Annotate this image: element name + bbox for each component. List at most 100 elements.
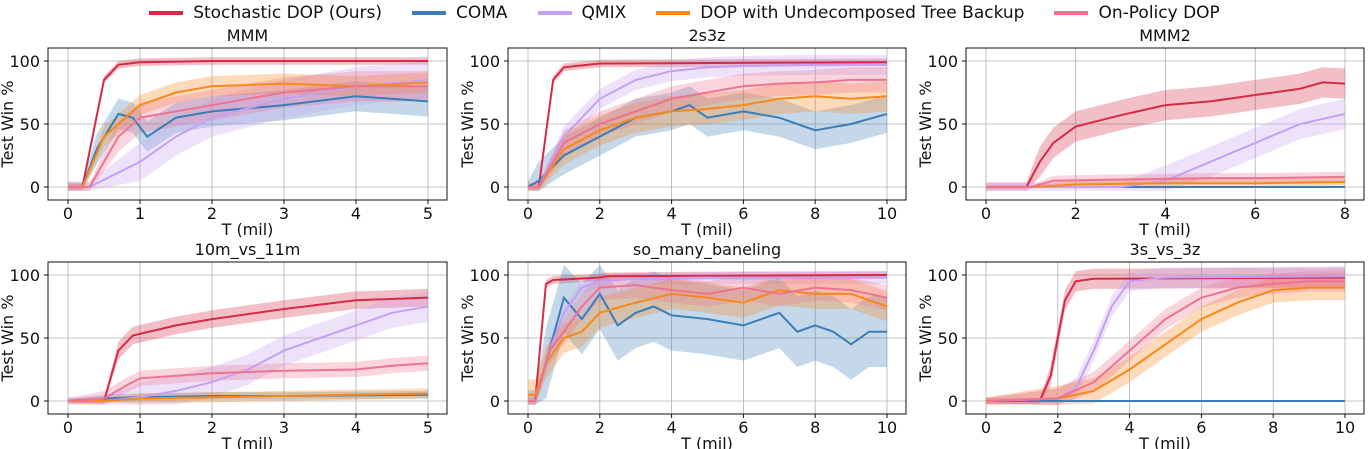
- series-band-COMA: [528, 86, 887, 191]
- axes-frame: [47, 47, 448, 201]
- x-tick-label: 4: [1160, 204, 1170, 223]
- legend-swatch: [411, 11, 446, 15]
- x-tick-label: 0: [63, 204, 73, 223]
- series-band-COMA: [68, 81, 428, 191]
- y-axis-label: Test Win %: [916, 81, 935, 169]
- subplot-title: 10m_vs_11m: [195, 240, 301, 260]
- series-group: [67, 288, 429, 405]
- series-line-COMA: [527, 103, 888, 188]
- legend-swatch: [656, 11, 691, 15]
- series-band-COMA: [528, 264, 887, 405]
- x-tick-label: 8: [810, 204, 820, 223]
- legend-item: Stochastic DOP (Ours): [149, 3, 382, 23]
- legend-item: QMIX: [537, 3, 627, 23]
- x-tick-label: 8: [1268, 418, 1278, 437]
- series-line-Stochastic DOP (Ours): [986, 81, 1346, 188]
- x-tick-label: 1: [135, 418, 145, 437]
- series-line-DOP with Undecomposed Tree Backup: [528, 95, 888, 188]
- subplot-title: 2s3z: [688, 26, 725, 45]
- y-tick-label: 0: [490, 392, 500, 411]
- series-line-QMIX: [68, 78, 429, 188]
- series-line-COMA: [528, 292, 887, 402]
- y-tick-label: 50: [20, 329, 40, 348]
- x-tick-label: 6: [738, 204, 748, 223]
- x-tick-label: 4: [351, 204, 361, 223]
- y-tick-label: 100: [469, 266, 500, 285]
- series-group: [527, 54, 888, 191]
- series-band-Stochastic DOP (Ours): [986, 67, 1345, 191]
- series-band-DOP with Undecomposed Tree Backup: [68, 72, 428, 191]
- y-axis-label: Test Win %: [458, 81, 477, 169]
- y-axis-label: Test Win %: [0, 295, 17, 383]
- axes-frame: [965, 261, 1365, 415]
- x-tick-label: 4: [667, 418, 677, 437]
- x-axis-label: T (mil): [1138, 434, 1191, 449]
- x-tick-label: 0: [981, 418, 991, 437]
- y-tick-label: 50: [20, 115, 40, 134]
- series-band-DOP with Undecomposed Tree Backup: [528, 81, 887, 191]
- legend-label: Stochastic DOP (Ours): [193, 3, 382, 23]
- x-tick-label: 4: [667, 204, 677, 223]
- y-tick-label: 100: [9, 52, 40, 71]
- subplot-title: MMM: [227, 26, 268, 45]
- y-tick-label: 100: [469, 52, 500, 71]
- series-line-COMA: [68, 95, 429, 188]
- x-tick-label: 4: [1125, 418, 1135, 437]
- x-tick-label: 3: [279, 204, 289, 223]
- series-line-On-Policy DOP: [985, 280, 1345, 402]
- y-tick-label: 0: [948, 178, 958, 197]
- x-tick-label: 10: [877, 204, 897, 223]
- x-tick-label: 8: [1340, 204, 1350, 223]
- x-tick-label: 10: [1335, 418, 1355, 437]
- subplot-title: 3s_vs_3z: [1130, 240, 1201, 260]
- series-band-On-Policy DOP: [528, 272, 887, 405]
- series-band-QMIX: [68, 61, 428, 191]
- y-tick-label: 50: [480, 329, 500, 348]
- y-axis-label: Test Win %: [916, 295, 935, 383]
- series-group: [528, 264, 888, 405]
- axes-frame: [965, 47, 1365, 201]
- x-tick-label: 4: [351, 418, 361, 437]
- series-line-On-Policy DOP: [528, 284, 888, 402]
- x-tick-label: 5: [423, 204, 433, 223]
- x-tick-label: 6: [738, 418, 748, 437]
- series-line-DOP with Undecomposed Tree Backup: [985, 286, 1345, 402]
- series-line-DOP with Undecomposed Tree Backup: [528, 289, 888, 396]
- x-tick-label: 2: [1053, 418, 1063, 437]
- x-tick-label: 1: [135, 204, 145, 223]
- axes-frame: [507, 261, 907, 415]
- legend-swatch: [149, 11, 184, 15]
- y-tick-label: 0: [30, 392, 40, 411]
- series-group: [68, 57, 429, 191]
- y-tick-label: 0: [948, 392, 958, 411]
- series-band-QMIX: [986, 98, 1345, 191]
- y-tick-label: 50: [938, 115, 958, 134]
- x-axis-label: T (mil): [221, 434, 274, 449]
- series-line-DOP with Undecomposed Tree Backup: [68, 81, 429, 188]
- series-band-On-Policy DOP: [68, 355, 428, 405]
- legend-label: On-Policy DOP: [1098, 3, 1220, 23]
- x-axis-label: T (mil): [680, 434, 733, 449]
- x-tick-label: 3: [279, 418, 289, 437]
- legend-item: DOP with Undecomposed Tree Backup: [656, 3, 1024, 23]
- series-band-QMIX: [68, 291, 428, 405]
- series-line-On-Policy DOP: [986, 175, 1346, 188]
- series-line-On-Policy DOP: [68, 85, 428, 188]
- subplot-title: so_many_baneling: [633, 240, 781, 260]
- series-band-On-Policy DOP: [986, 271, 1345, 405]
- legend-label: QMIX: [581, 3, 627, 23]
- x-tick-label: 5: [423, 418, 433, 437]
- series-line-DOP with Undecomposed Tree Backup: [68, 392, 429, 402]
- series-line-On-Policy DOP: [528, 78, 887, 188]
- x-axis-label: T (mil): [221, 220, 274, 239]
- subplot-title: MMM2: [1139, 26, 1191, 45]
- series-line-On-Policy DOP: [67, 362, 429, 402]
- x-tick-label: 2: [207, 418, 217, 437]
- y-tick-label: 50: [938, 329, 958, 348]
- y-tick-label: 100: [927, 52, 958, 71]
- y-axis-label: Test Win %: [0, 81, 17, 169]
- legend-label: COMA: [455, 3, 508, 23]
